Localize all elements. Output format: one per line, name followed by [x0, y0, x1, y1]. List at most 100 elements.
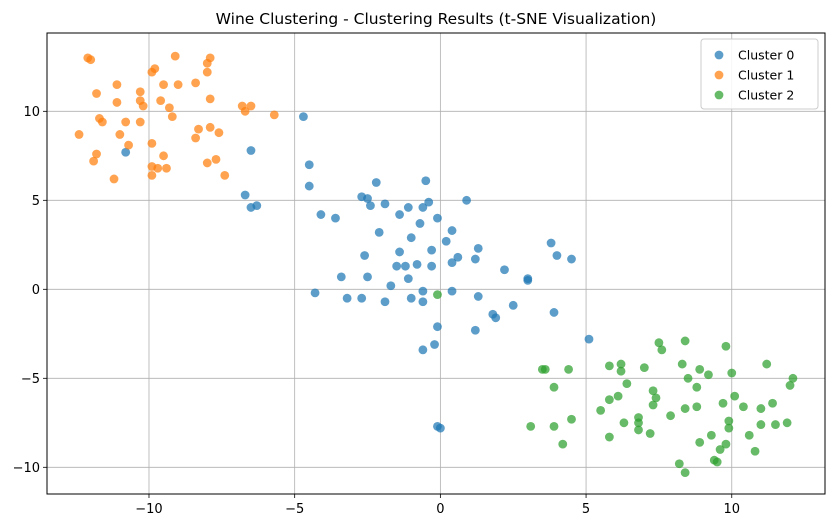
data-point-cluster-0: [363, 194, 372, 203]
data-point-cluster-0: [418, 286, 428, 296]
data-point-cluster-0: [418, 297, 428, 307]
data-point-cluster-2: [526, 421, 536, 431]
data-point-cluster-2: [739, 402, 748, 412]
data-point-cluster-1: [121, 117, 131, 127]
data-point-cluster-1: [150, 64, 160, 73]
grid-lines: [47, 33, 825, 494]
data-point-cluster-2: [721, 439, 731, 449]
data-point-cluster-0: [523, 274, 533, 284]
x-tick-label: 10: [723, 502, 740, 517]
data-point-cluster-1: [220, 170, 230, 180]
data-point-cluster-1: [159, 151, 168, 161]
data-point-cluster-2: [558, 439, 568, 449]
data-point-cluster-0: [401, 261, 410, 271]
data-point-cluster-1: [97, 117, 107, 127]
data-point-cluster-2: [616, 359, 626, 369]
data-point-cluster-0: [342, 293, 352, 303]
data-point-cluster-0: [418, 203, 428, 212]
data-point-cluster-1: [162, 163, 171, 173]
legend-marker-cluster-1: [714, 70, 724, 80]
data-point-cluster-2: [677, 359, 687, 369]
axis-ticks: −10 −5 0 5 10 −10 −5 0 5 10: [13, 105, 740, 517]
data-point-cluster-2: [715, 445, 725, 454]
data-point-cluster-0: [406, 233, 416, 243]
data-point-cluster-1: [135, 117, 145, 127]
data-point-cluster-1: [194, 124, 203, 134]
data-point-cluster-2: [622, 379, 632, 389]
data-point-cluster-2: [724, 416, 734, 426]
data-point-cluster-0: [508, 300, 518, 310]
data-point-cluster-0: [246, 146, 256, 155]
data-point-cluster-0: [252, 201, 262, 211]
data-point-cluster-0: [406, 293, 416, 303]
data-point-cluster-0: [453, 252, 463, 262]
y-tick-label: −5: [21, 372, 40, 387]
data-point-cluster-2: [666, 411, 675, 421]
legend-box: [700, 38, 819, 110]
data-point-cluster-1: [202, 58, 212, 68]
data-point-cluster-0: [415, 219, 425, 228]
data-point-cluster-1: [109, 174, 119, 184]
data-point-cluster-1: [89, 156, 99, 166]
x-tick-label: −5: [285, 502, 304, 517]
data-point-cluster-0: [470, 254, 480, 264]
data-point-cluster-1: [112, 98, 122, 107]
data-point-cluster-1: [147, 138, 157, 148]
data-point-cluster-0: [331, 213, 340, 223]
data-point-cluster-1: [164, 103, 174, 113]
data-point-cluster-2: [604, 432, 614, 442]
data-point-cluster-0: [447, 286, 457, 296]
data-point-cluster-0: [121, 147, 131, 157]
data-point-cluster-1: [214, 128, 224, 138]
data-point-cluster-1: [86, 55, 96, 65]
y-tick-label: −10: [13, 461, 40, 476]
data-point-cluster-2: [768, 398, 777, 408]
data-point-cluster-2: [788, 373, 798, 383]
data-point-cluster-2: [727, 368, 737, 378]
data-point-cluster-2: [634, 425, 643, 435]
data-point-cluster-2: [639, 363, 649, 373]
data-point-cluster-0: [546, 238, 556, 248]
data-point-cluster-2: [695, 437, 705, 447]
data-point-cluster-0: [310, 288, 320, 298]
data-point-cluster-0: [357, 293, 367, 303]
data-point-cluster-0: [304, 181, 314, 191]
data-point-cluster-0: [403, 203, 413, 212]
data-point-cluster-0: [412, 259, 422, 269]
data-point-cluster-1: [167, 112, 177, 122]
data-point-cluster-0: [392, 261, 402, 271]
legend-label-cluster-1: Cluster 1: [738, 68, 794, 83]
data-point-cluster-1: [153, 163, 163, 173]
data-point-cluster-2: [613, 391, 623, 401]
data-point-cluster-1: [135, 87, 145, 97]
data-point-cluster-0: [433, 322, 442, 332]
data-point-cluster-2: [549, 382, 559, 392]
data-point-cluster-1: [269, 110, 279, 120]
data-point-cluster-1: [211, 154, 221, 164]
data-point-cluster-2: [657, 345, 667, 355]
data-point-cluster-2: [680, 336, 690, 346]
data-point-cluster-2: [750, 446, 760, 456]
data-point-cluster-0: [462, 195, 471, 205]
legend-label-cluster-2: Cluster 2: [738, 88, 794, 103]
data-point-cluster-1: [240, 106, 250, 116]
data-point-cluster-1: [156, 96, 166, 106]
legend-label-cluster-0: Cluster 0: [738, 48, 794, 63]
data-point-cluster-0: [299, 112, 308, 122]
data-point-cluster-1: [205, 94, 215, 104]
data-point-cluster-2: [683, 373, 693, 383]
data-point-cluster-0: [360, 251, 370, 260]
data-point-cluster-1: [115, 130, 125, 139]
data-point-cluster-1: [191, 78, 201, 88]
data-point-cluster-1: [202, 67, 212, 77]
data-point-cluster-0: [584, 334, 594, 344]
data-point-cluster-1: [159, 80, 168, 90]
data-point-cluster-2: [604, 395, 614, 405]
data-point-cluster-1: [74, 130, 84, 139]
data-point-cluster-1: [202, 158, 212, 168]
data-point-cluster-0: [430, 340, 439, 349]
data-point-cluster-2: [648, 386, 658, 396]
data-point-cluster-0: [366, 201, 375, 211]
data-point-cluster-0: [395, 247, 404, 257]
data-point-cluster-2: [654, 338, 664, 348]
